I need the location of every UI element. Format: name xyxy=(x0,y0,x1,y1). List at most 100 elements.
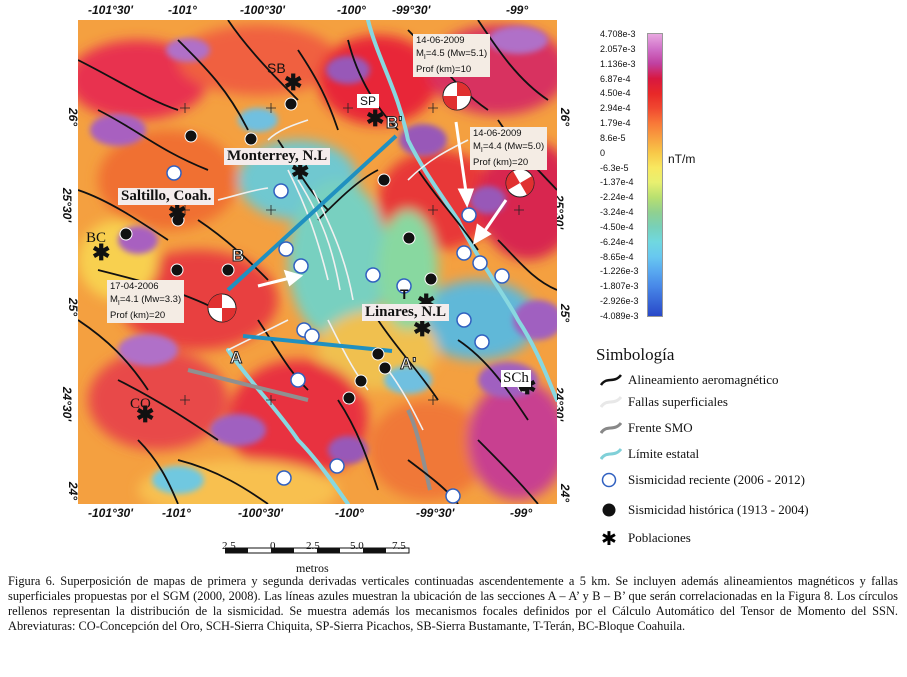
colorbar-tick-label: -8.65e-4 xyxy=(600,251,634,262)
colorbar-tick-label: -1.226e-3 xyxy=(600,266,639,277)
cross-section-lines xyxy=(226,134,398,353)
top-lon-label: -100° xyxy=(337,3,366,17)
event-date: 14-06-2009 xyxy=(416,35,465,46)
place-label-co: CO xyxy=(130,396,151,412)
colorbar-tick-label: 2.057e-3 xyxy=(600,43,636,54)
legend-item-populations: ✱ Poblaciones xyxy=(600,528,691,548)
event-callout-3: 17-04-2006 MI=4.1 (Mw=3.3) Prof (km)=20 xyxy=(107,280,185,324)
section-label-a: A xyxy=(229,348,243,368)
colorbar-tick-label: 4.50e-4 xyxy=(600,88,631,99)
colorbar-tick-label: -1.37e-4 xyxy=(600,177,634,188)
asterisk-icon: ✱ xyxy=(284,70,302,95)
white-curve-icon xyxy=(600,395,622,408)
event-date: 17-04-2006 xyxy=(110,281,159,292)
asterisk-icon: ✱ xyxy=(136,402,154,427)
colorbar xyxy=(647,33,663,317)
focal-mechanism-3 xyxy=(207,293,237,323)
event-callout-1: 14-06-2009 MI=4.5 (Mw=5.1) Prof (km)=10 xyxy=(413,34,491,78)
colorbar-tick-label: 1.79e-4 xyxy=(600,118,631,129)
right-lat-label: 24° xyxy=(558,483,573,503)
bottom-lon-label: -100° xyxy=(335,506,364,520)
event-magnitude: MI=4.5 (Mw=5.1) xyxy=(416,47,488,61)
event-callout-2: 14-06-2009 MI=4.4 (Mw=5.0) Prof (km)=20 xyxy=(470,127,548,171)
figure-caption: Figura 6. Superposición de mapas de prim… xyxy=(8,574,898,633)
scale-bar xyxy=(225,547,410,554)
colorbar-tick-label: 0 xyxy=(600,147,606,158)
right-lat-label: 26° xyxy=(558,107,573,127)
left-lat-label: 24°30' xyxy=(60,386,75,422)
open-circle-icon xyxy=(601,472,617,488)
historical-seismicity xyxy=(119,97,531,405)
graticule-crosses xyxy=(180,103,524,405)
asterisk-icon: ✱ xyxy=(413,316,431,341)
colorbar-tick-label: -3.24e-4 xyxy=(600,207,634,218)
focal-mechanism-2 xyxy=(505,168,535,198)
colorbar-tick-label: 2.94e-4 xyxy=(600,103,631,114)
event-depth: Prof (km)=10 xyxy=(416,63,472,75)
scale-unit: metros xyxy=(296,561,329,575)
colorbar-tick-label: 4.708e-3 xyxy=(600,29,636,39)
event-date: 14-06-2009 xyxy=(473,128,522,139)
top-lon-label: -99° xyxy=(506,3,529,17)
colorbar-tick-label: -1.807e-3 xyxy=(600,281,639,292)
scale-tick: 7.5 xyxy=(392,540,406,552)
aeromagnetic-lineaments xyxy=(78,20,557,504)
bottom-lon-label: -100°30' xyxy=(238,506,284,520)
gray-curve-icon xyxy=(600,421,622,434)
colorbar-tick-label: 6.87e-4 xyxy=(600,73,631,84)
map-canvas: ✱ ✱ ✱ ✱ ✱ ✱ ✱ ✱ ✱ xyxy=(78,20,557,504)
colorbar-tick-label: -6.24e-4 xyxy=(600,236,634,247)
scale-tick: 2.5 xyxy=(306,540,320,552)
legend-item-smo: Frente SMO xyxy=(600,418,693,438)
bottom-lon-label: -101°30' xyxy=(88,506,134,520)
section-label-b: B xyxy=(231,246,245,266)
right-lat-label: 25° xyxy=(558,303,573,323)
colorbar-tick-label: 1.136e-3 xyxy=(600,58,636,69)
place-label-saltillo: Saltillo, Coah. xyxy=(118,188,215,205)
smo-front-lines xyxy=(187,368,432,491)
recent-seismicity xyxy=(166,165,510,504)
asterisk-icon: ✱ xyxy=(601,530,617,546)
surface-faults xyxy=(217,119,469,431)
asterisk-icon: ✱ xyxy=(168,200,186,225)
legend-item-state-limit: Límite estatal xyxy=(600,444,699,464)
section-label-a-prime: A' xyxy=(399,354,417,374)
top-lon-label: -99°30' xyxy=(392,3,431,17)
filled-circle-icon xyxy=(602,503,616,517)
colorbar-tick-label: -6.3e-5 xyxy=(600,162,629,173)
event-arrows xyxy=(257,121,508,288)
place-label-monterrey: Monterrey, N.L xyxy=(224,148,331,165)
legend-item-lineament: Alineamiento aeromagnético xyxy=(600,370,779,390)
event-magnitude: MI=4.1 (Mw=3.3) xyxy=(110,293,182,307)
top-lon-label: -100°30' xyxy=(240,3,286,17)
colorbar-tick-label: -2.926e-3 xyxy=(600,296,639,307)
focal-mechanism-1 xyxy=(442,81,472,111)
top-lon-label: -101° xyxy=(168,3,197,17)
asterisk-icon: ✱ xyxy=(291,159,309,184)
asterisk-icon: ✱ xyxy=(92,240,110,265)
colorbar-tick-label: -2.24e-4 xyxy=(600,192,634,203)
colorbar-tick-label: 8.6e-5 xyxy=(600,132,626,143)
scale-tick: 5.0 xyxy=(350,540,364,552)
colorbar-tick-label: -4.50e-4 xyxy=(600,221,634,232)
section-a-a-prime xyxy=(242,334,393,353)
place-label-bc: BC xyxy=(86,230,107,246)
place-label-linares: Linares, N.L xyxy=(362,304,449,321)
legend-item-recent-seismicity: Sismicidad reciente (2006 - 2012) xyxy=(600,470,805,490)
scale-tick: 0 xyxy=(270,540,276,552)
section-label-b-prime: B' xyxy=(385,113,403,133)
section-b-b-prime xyxy=(226,134,398,292)
place-label-t: T xyxy=(400,286,409,302)
legend-item-faults: Fallas superficiales xyxy=(600,392,728,412)
state-limit-lines xyxy=(226,20,557,504)
bottom-lon-label: -101° xyxy=(162,506,191,520)
event-magnitude: MI=4.4 (Mw=5.0) xyxy=(473,140,545,154)
bottom-lon-label: -99° xyxy=(510,506,533,520)
place-label-sp: SP xyxy=(357,94,380,108)
black-curve-icon xyxy=(600,374,622,386)
cyan-curve-icon xyxy=(600,447,622,460)
event-depth: Prof (km)=20 xyxy=(473,156,529,168)
left-lat-label: 25°30' xyxy=(60,187,75,223)
asterisk-icon: ✱ xyxy=(366,106,384,131)
derivative-map: ✱ ✱ ✱ ✱ ✱ ✱ ✱ ✱ ✱ xyxy=(78,20,557,504)
